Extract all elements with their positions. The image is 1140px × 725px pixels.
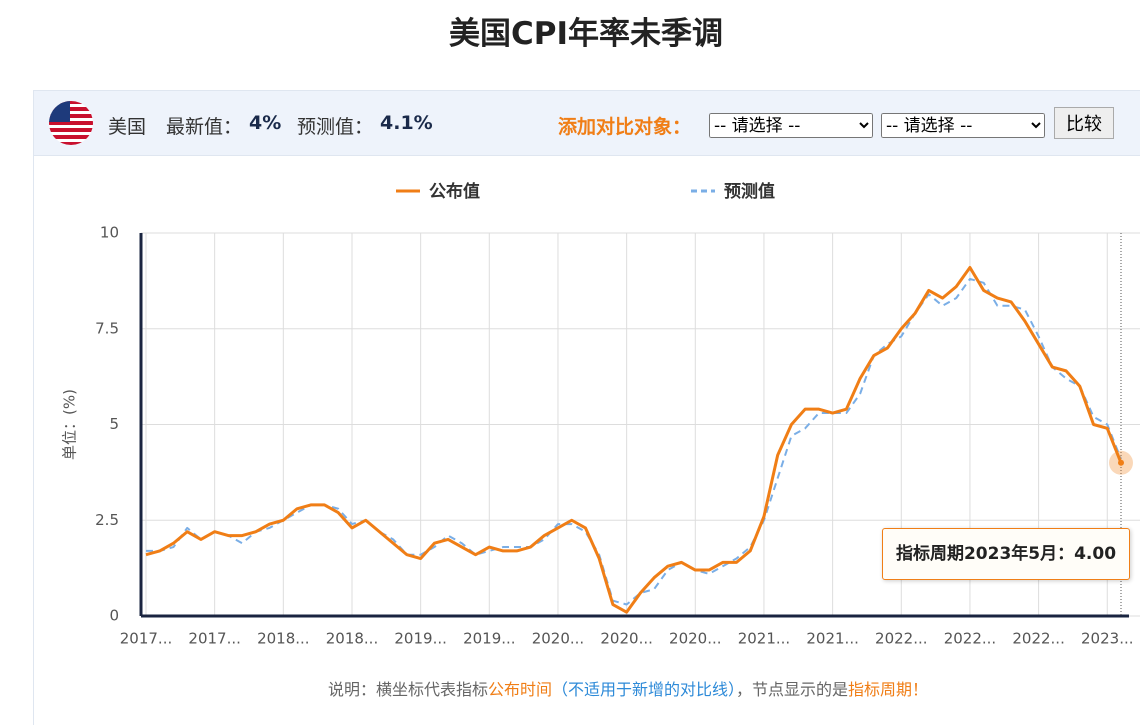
series-line [146, 277, 1122, 606]
x-tick-label: 2021... [738, 630, 790, 648]
country: 美国 [108, 116, 147, 138]
y-axis-label: 单位：(%) [61, 389, 79, 460]
note-text: 指标周期！ [848, 680, 929, 699]
note-text: 公布时间 [487, 680, 552, 699]
x-tick-label: 2021... [806, 630, 858, 648]
compare-button[interactable]: 比较 [1054, 107, 1114, 139]
flag [49, 101, 93, 145]
x-tick-label: 2022... [1012, 630, 1064, 648]
x-tick-label: 2020... [532, 630, 584, 648]
compare-select[interactable]: -- 请选择 -- [881, 113, 1045, 138]
x-tick-label: 2018... [257, 630, 309, 648]
forecast-label: 预测值： [297, 116, 374, 138]
note-text: （不适用于新增的对比线） [551, 680, 736, 699]
x-tick-label: 2018... [326, 630, 378, 648]
legend-label: 预测值 [724, 181, 775, 202]
chart: 公布值 预测值 0 2.5 5 7.5 10 单位：(%) 2017... 2017... 2018… [61, 181, 1140, 648]
latest-value: 4% [249, 112, 282, 134]
x-tick-label: 2019... [394, 630, 446, 648]
page-title: 美国CPI年率未季调 [448, 16, 723, 52]
x-tick-label: 2017... [120, 630, 172, 648]
y-tick-label: 7.5 [95, 319, 119, 337]
x-tick-label: 2020... [669, 630, 721, 648]
x-tick-label: 2022... [875, 630, 927, 648]
latest-label: 最新值： [166, 116, 243, 138]
note-text: ，节点显示的是 [736, 680, 849, 699]
x-tick-label: 2019... [463, 630, 515, 648]
y-tick-label: 10 [100, 224, 119, 242]
forecast-value: 4.1% [380, 112, 433, 134]
panel: 公布值 预测值 0 2.5 5 7.5 10 单位：(%) 2017... 2017... 2018… [33, 90, 1140, 725]
series-line [145, 265, 1123, 614]
toolbar: 美国 最新值： 4% 预测值： 4.1% 添加对比对象： -- 请选择 -- -… [34, 91, 1140, 156]
y-tick-label: 0 [109, 607, 119, 625]
x-tick-label: 2022... [944, 630, 996, 648]
note-text: 说明：横坐标代表指标 [327, 680, 488, 699]
y-tick-label: 5 [109, 415, 119, 433]
x-tick-label: 2023... [1081, 630, 1133, 648]
x-tick-label: 2020... [600, 630, 652, 648]
tooltip: 指标周期2023年5月：4.00 [882, 528, 1130, 580]
hover-point [1118, 459, 1124, 466]
footnote: 说明：横坐标代表指标公布时间（不适用于新增的对比线），节点显示的是指标周期！ [0, 676, 1140, 700]
y-tick-label: 2.5 [95, 511, 119, 529]
compare-label: 添加对比对象： [558, 116, 692, 138]
legend-label: 公布值 [429, 181, 480, 202]
x-tick-label: 2017... [188, 630, 240, 648]
compare-select[interactable]: -- 请选择 -- [709, 113, 873, 138]
